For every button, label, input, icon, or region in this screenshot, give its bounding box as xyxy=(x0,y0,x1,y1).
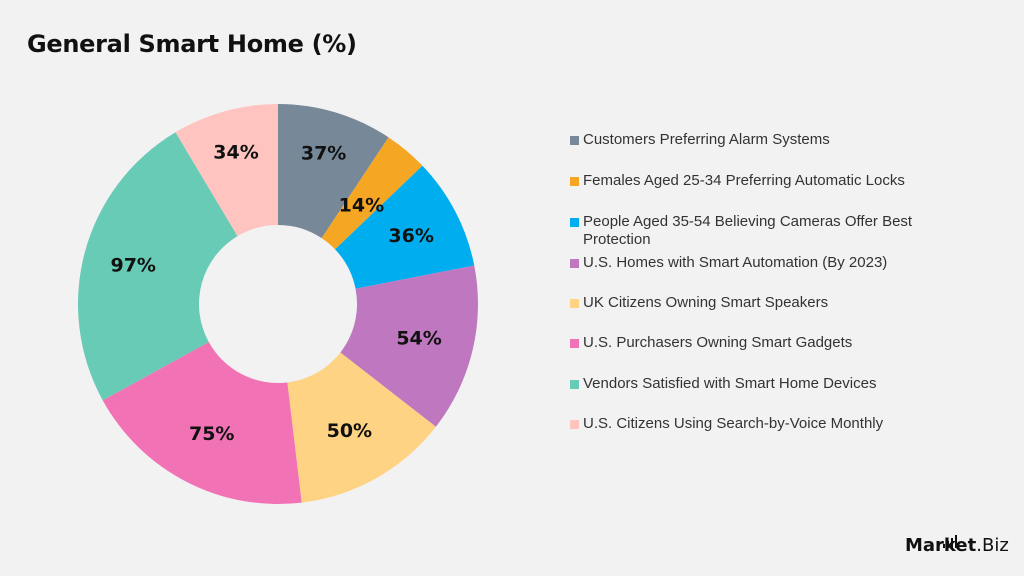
legend-label: Customers Preferring Alarm Systems xyxy=(583,131,830,148)
legend-label: Females Aged 25-34 Preferring Automatic … xyxy=(583,172,905,189)
legend-swatch xyxy=(570,177,579,186)
chart-title: General Smart Home (%) xyxy=(27,30,357,58)
legend-item: Females Aged 25-34 Preferring Automatic … xyxy=(570,172,905,190)
legend-item: U.S. Citizens Using Search-by-Voice Mont… xyxy=(570,415,883,433)
logo-suffix: .Biz xyxy=(976,535,1009,556)
legend-item: People Aged 35-54 Believing Cameras Offe… xyxy=(570,213,958,249)
legend-label: U.S. Purchasers Owning Smart Gadgets xyxy=(583,334,853,351)
legend-item: UK Citizens Owning Smart Speakers xyxy=(570,294,828,312)
donut-slice xyxy=(335,165,475,289)
legend-label: UK Citizens Owning Smart Speakers xyxy=(583,294,829,311)
legend-swatch xyxy=(570,380,579,389)
donut-slices xyxy=(77,104,478,504)
donut-labels: 37% 14%36% 54% 50% 75% 97% 34% xyxy=(110,142,441,445)
slice-value-label: 75% xyxy=(189,423,234,445)
legend-swatch xyxy=(570,339,579,348)
donut-slice xyxy=(278,104,389,239)
legend-label: Vendors Satisfied with Smart Home Device… xyxy=(583,375,877,392)
donut-slice xyxy=(287,352,436,503)
legend-swatch xyxy=(570,136,579,145)
donut-slice xyxy=(102,342,302,504)
donut-slice xyxy=(175,104,278,237)
slice-value-label: 97% xyxy=(110,255,155,277)
legend-swatch xyxy=(570,259,579,268)
brand-logo: Market.Biz xyxy=(905,535,1009,556)
legend-label: People Aged 35-54 Believing Cameras Offe… xyxy=(583,213,913,248)
slice-value-label: 37% xyxy=(301,143,346,165)
legend-item: U.S. Homes with Smart Automation (By 202… xyxy=(570,254,887,272)
logo-main: Market xyxy=(905,535,977,556)
donut-slice xyxy=(321,137,423,250)
slice-value-label: 14% xyxy=(339,194,384,216)
legend-item: U.S. Purchasers Owning Smart Gadgets xyxy=(570,334,852,352)
slice-value-label: 34% xyxy=(213,142,258,164)
slice-value-label: 50% xyxy=(327,420,372,442)
legend-item: Customers Preferring Alarm Systems xyxy=(570,131,830,149)
donut-slice xyxy=(77,132,238,401)
slice-value-label: 36% xyxy=(388,225,433,247)
legend-label: U.S. Citizens Using Search-by-Voice Mont… xyxy=(583,415,884,432)
legend-label: U.S. Homes with Smart Automation (By 202… xyxy=(583,254,888,271)
legend-item: Vendors Satisfied with Smart Home Device… xyxy=(570,375,876,393)
legend-swatch xyxy=(570,218,579,227)
legend-swatch xyxy=(570,420,579,429)
donut-chart: 37% 14%36% 54% 50% 75% 97% 34% xyxy=(77,104,478,504)
slice-value-label: 54% xyxy=(396,328,441,350)
bar-chart-icon xyxy=(943,527,959,548)
legend-swatch xyxy=(570,299,579,308)
donut-slice xyxy=(340,265,478,427)
